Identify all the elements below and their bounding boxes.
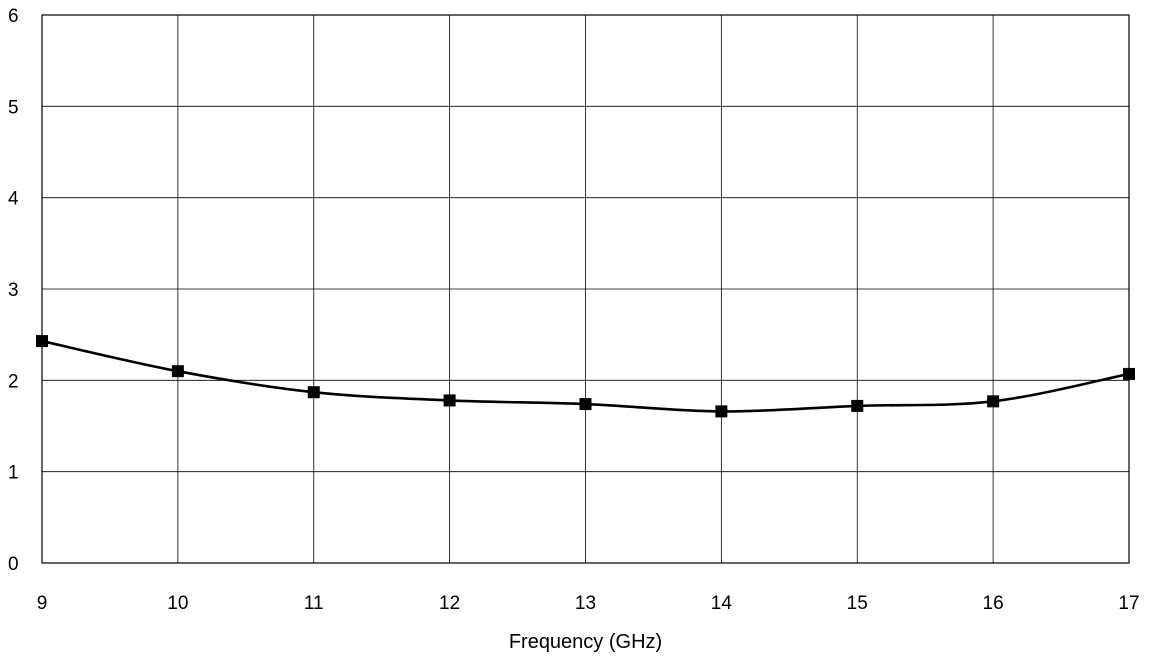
data-point-marker (443, 394, 456, 407)
x-tick-label: 9 (37, 593, 48, 614)
y-tick-label: 6 (8, 6, 19, 27)
data-point-marker (851, 399, 864, 412)
y-tick-label: 2 (8, 371, 19, 392)
x-tick-label: 16 (983, 593, 1004, 614)
x-tick-label: 11 (304, 593, 324, 614)
data-point-marker (579, 398, 592, 411)
data-point-marker (715, 405, 728, 418)
x-tick-label: 14 (711, 593, 733, 614)
data-point-marker (171, 365, 184, 378)
y-tick-label: 4 (8, 189, 19, 210)
y-tick-label: 3 (8, 280, 19, 301)
x-tick-label: 12 (439, 593, 460, 614)
data-point-marker (36, 335, 48, 348)
y-tick-label: 0 (8, 554, 19, 575)
grid-lines (41, 14, 1130, 564)
data-point-marker (1123, 367, 1135, 380)
x-axis-ticks: 9 10 11 12 13 14 15 16 17 (37, 593, 1140, 614)
x-tick-label: 15 (847, 593, 868, 614)
data-point-marker (307, 386, 320, 399)
x-tick-label: 13 (575, 593, 596, 614)
data-point-marker (987, 395, 1000, 408)
series-markers (36, 335, 1135, 418)
x-axis-title: Frequency (GHz) (509, 631, 662, 653)
y-tick-label: 5 (8, 97, 19, 118)
y-tick-label: 1 (8, 463, 19, 484)
plot-area-frame (41, 14, 1130, 564)
y-axis-ticks: 0 1 2 3 4 5 6 (8, 6, 19, 575)
x-tick-label: 10 (167, 593, 188, 614)
x-tick-label: 17 (1118, 593, 1139, 614)
